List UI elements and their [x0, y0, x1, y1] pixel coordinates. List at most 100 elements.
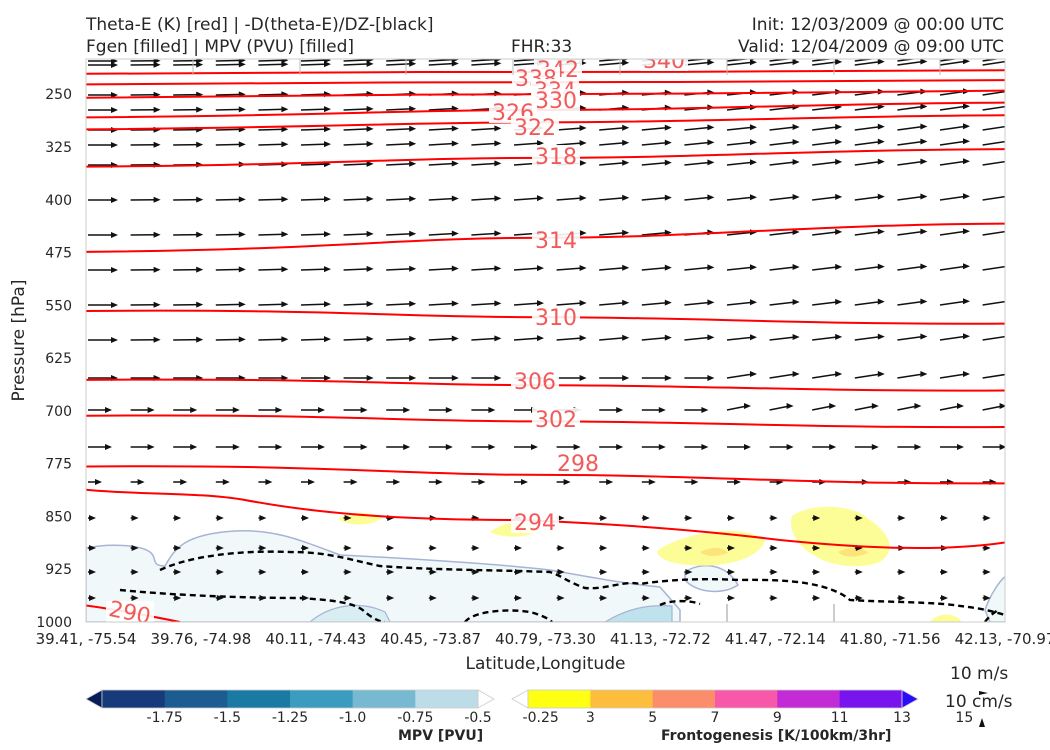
wind-vector	[428, 195, 459, 202]
wind-vector	[812, 193, 843, 201]
wind-vector	[386, 265, 417, 272]
wind-vector	[812, 333, 843, 341]
wind-vector	[130, 595, 139, 601]
wind-vector	[215, 545, 224, 551]
wind-vector	[471, 569, 480, 575]
fgen-colorbar-tick-label: 7	[711, 710, 720, 726]
wind-vector	[982, 59, 1001, 62]
static-stability-contour	[464, 609, 553, 622]
wind-vector	[258, 301, 289, 308]
wind-vector	[897, 371, 928, 379]
wind-vector	[727, 545, 735, 551]
wind-vector	[599, 159, 630, 166]
theta-e-contour	[86, 465, 1005, 485]
wind-vector	[556, 375, 587, 381]
wind-vector	[428, 595, 437, 601]
wind-vector	[641, 479, 656, 485]
theta-e-contour-label: 314	[535, 229, 577, 254]
wind-vector	[599, 264, 630, 271]
wind-vector	[769, 371, 800, 379]
fgen-colorbar-segment	[839, 690, 903, 708]
fgen-colorbar-frame	[527, 689, 903, 709]
wind-vector	[556, 334, 587, 341]
wind-vector	[684, 595, 693, 601]
wind-vector	[641, 545, 650, 551]
wind-vector	[599, 375, 630, 381]
wind-vector	[726, 59, 757, 66]
wind-vector	[173, 595, 182, 601]
wind-vector	[215, 301, 246, 308]
wind-vector	[258, 106, 289, 113]
wind-vector	[897, 193, 928, 201]
wind-vector	[88, 407, 112, 413]
wind-vector	[684, 139, 715, 146]
wind-vector	[684, 334, 715, 341]
wind-vector	[684, 407, 709, 413]
wind-vector	[343, 444, 368, 450]
theta-e-contour-label: 318	[535, 145, 577, 170]
theta-e-contour-label: 340	[643, 49, 685, 74]
wind-vector	[514, 545, 522, 551]
fgen-colorbar-tick-label: 9	[773, 710, 782, 726]
wind-vector	[428, 569, 437, 575]
fgen-colorbar-extend-left	[511, 689, 529, 709]
wind-vector	[599, 595, 608, 601]
wind-vector	[428, 60, 459, 67]
wind-vector	[854, 193, 885, 201]
x-tick-label: 41.13, -72.72	[610, 630, 711, 648]
wind-vector	[897, 403, 922, 411]
wind-vector	[599, 299, 630, 306]
wind-vector	[300, 106, 331, 113]
wind-vector	[684, 194, 715, 201]
wind-vector	[258, 479, 273, 485]
wind-vector	[428, 140, 459, 147]
wind-vector	[88, 595, 96, 601]
wind-vector	[897, 138, 928, 146]
wind-vector	[940, 515, 948, 521]
theta-e-contour-label: 298	[557, 452, 599, 477]
wind-vector	[386, 300, 417, 307]
wind-vector	[982, 300, 1005, 306]
wind-vector	[386, 160, 417, 167]
wind-vector	[769, 264, 800, 271]
wind-vector	[258, 266, 289, 273]
wind-vector	[471, 407, 496, 413]
wind-vector	[471, 60, 502, 67]
theta-e-contour-label: 294	[514, 511, 556, 536]
wind-vector	[215, 595, 224, 601]
wind-vector	[471, 230, 502, 237]
mpv-colorbar-segment	[352, 690, 416, 708]
wind-vector	[641, 334, 672, 341]
wind-vector	[982, 515, 991, 521]
wind-vector	[556, 124, 587, 131]
wind-vector	[258, 595, 267, 601]
wind-vector	[641, 595, 650, 601]
mpv-colorbar-tick-label: -0.75	[397, 710, 433, 726]
wind-vector	[471, 140, 502, 147]
wind-vector	[258, 407, 283, 413]
wind-vector	[173, 266, 204, 273]
wind-vector	[300, 61, 331, 68]
vector-key-horizontal-label: 10 m/s	[950, 664, 1009, 684]
vector-key-vertical-arrow	[979, 718, 985, 727]
wind-vector	[982, 140, 1005, 146]
wind-vector	[215, 61, 246, 68]
wind-vector	[173, 444, 198, 450]
wind-vector	[599, 569, 608, 575]
wind-vector	[471, 595, 480, 601]
wind-vector	[513, 335, 544, 342]
theta-e-contour	[777, 59, 881, 60]
forecast-hour: FHR:33	[511, 37, 573, 57]
wind-vector	[939, 193, 970, 201]
wind-vector	[343, 569, 352, 575]
wind-vector	[130, 479, 145, 485]
y-tick-label: 250	[45, 87, 72, 103]
theta-e-contour-label: 306	[514, 370, 556, 395]
wind-vector	[599, 139, 630, 146]
wind-vector	[343, 479, 358, 485]
wind-vector	[386, 60, 417, 67]
wind-vector	[769, 595, 778, 601]
wind-vector	[897, 333, 928, 341]
wind-vector	[726, 124, 757, 131]
wind-vector	[300, 141, 331, 148]
